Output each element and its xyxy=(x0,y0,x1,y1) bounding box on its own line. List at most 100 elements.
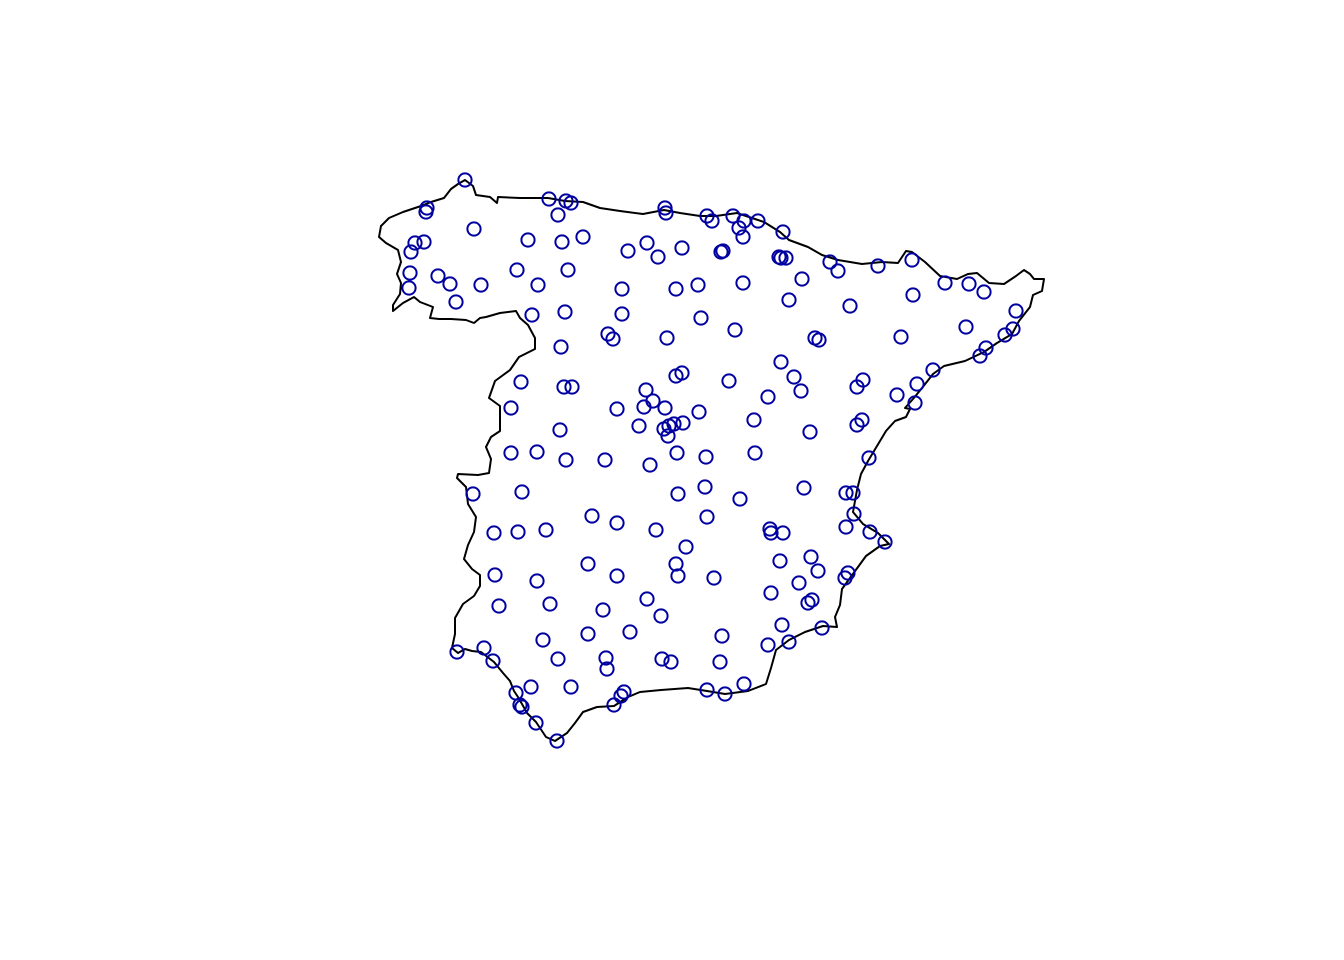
station-marker xyxy=(721,373,737,389)
station-marker xyxy=(449,644,465,660)
station-marker xyxy=(609,568,625,584)
station-marker xyxy=(714,628,730,644)
station-marker xyxy=(642,457,658,473)
station-marker xyxy=(846,506,862,522)
station-marker xyxy=(556,379,572,395)
station-marker xyxy=(870,258,886,274)
station-marker xyxy=(678,539,694,555)
station-marker xyxy=(997,327,1013,343)
station-marker xyxy=(837,570,853,586)
station-marker xyxy=(520,232,536,248)
station-marker xyxy=(698,449,714,465)
station-marker xyxy=(731,220,747,236)
station-marker xyxy=(747,445,763,461)
station-marker xyxy=(763,525,779,541)
station-marker xyxy=(599,661,615,677)
station-marker xyxy=(614,281,630,297)
station-marker xyxy=(609,401,625,417)
station-marker xyxy=(893,329,909,345)
station-marker xyxy=(659,330,675,346)
station-marker xyxy=(781,292,797,308)
station-marker xyxy=(937,275,953,291)
station-marker xyxy=(595,602,611,618)
station-marker xyxy=(861,450,877,466)
station-marker xyxy=(513,374,529,390)
station-marker xyxy=(653,608,669,624)
station-marker xyxy=(862,524,878,540)
station-marker xyxy=(838,485,854,501)
station-marker xyxy=(796,480,812,496)
station-marker xyxy=(564,379,580,395)
station-marker xyxy=(961,276,977,292)
station-marker xyxy=(486,525,502,541)
station-marker xyxy=(552,422,568,438)
station-marker xyxy=(669,445,685,461)
station-marker xyxy=(528,715,544,731)
station-marker xyxy=(763,585,779,601)
station-marker xyxy=(854,412,870,428)
station-marker xyxy=(597,452,613,468)
spain-outline xyxy=(378,179,1045,742)
station-marker xyxy=(907,395,923,411)
station-marker xyxy=(736,676,752,692)
station-marker xyxy=(822,254,838,270)
station-marker xyxy=(401,280,417,296)
station-marker xyxy=(465,486,481,502)
station-marker xyxy=(639,235,655,251)
station-marker xyxy=(514,484,530,500)
station-marker xyxy=(773,250,789,266)
station-marker xyxy=(674,240,690,256)
station-marker xyxy=(849,417,865,433)
station-marker xyxy=(786,369,802,385)
station-marker xyxy=(538,522,554,538)
station-marker xyxy=(418,204,434,220)
station-markers xyxy=(401,172,1024,749)
station-marker xyxy=(416,234,432,250)
station-marker xyxy=(760,637,776,653)
station-marker xyxy=(889,387,905,403)
station-marker xyxy=(473,277,489,293)
station-marker xyxy=(430,268,446,284)
station-marker xyxy=(830,263,846,279)
station-marker xyxy=(485,653,501,669)
station-marker xyxy=(657,400,673,416)
station-marker xyxy=(448,294,464,310)
station-marker xyxy=(510,524,526,540)
station-marker xyxy=(550,651,566,667)
station-marker xyxy=(631,418,647,434)
station-marker xyxy=(712,654,728,670)
station-marker xyxy=(622,624,638,640)
station-marker xyxy=(560,262,576,278)
station-marker xyxy=(407,235,423,251)
station-marker xyxy=(1008,303,1024,319)
station-marker xyxy=(606,697,622,713)
station-marker xyxy=(658,205,674,221)
station-marker xyxy=(648,522,664,538)
station-marker xyxy=(750,213,766,229)
station-marker xyxy=(491,598,507,614)
station-marker xyxy=(746,412,762,428)
station-marker xyxy=(845,485,861,501)
station-marker xyxy=(772,553,788,569)
station-marker xyxy=(794,271,810,287)
station-marker xyxy=(670,568,686,584)
station-marker xyxy=(699,682,715,698)
station-marker xyxy=(810,563,826,579)
station-marker xyxy=(616,684,632,700)
station-marker xyxy=(715,243,731,259)
station-marker xyxy=(699,208,715,224)
station-marker xyxy=(781,634,797,650)
station-marker xyxy=(529,444,545,460)
station-marker xyxy=(976,284,992,300)
station-marker xyxy=(503,445,519,461)
station-marker xyxy=(735,275,751,291)
station-marker xyxy=(466,221,482,237)
station-marker xyxy=(503,400,519,416)
station-marker xyxy=(691,404,707,420)
station-marker xyxy=(598,650,614,666)
station-marker xyxy=(735,229,751,245)
station-marker xyxy=(529,573,545,589)
station-marker xyxy=(638,382,654,398)
station-marker xyxy=(972,348,988,364)
station-marker xyxy=(512,697,528,713)
